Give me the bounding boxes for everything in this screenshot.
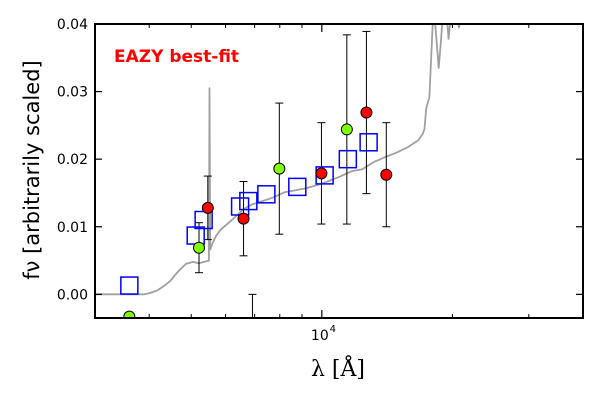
observed-point-7 (360, 106, 373, 119)
tick-layer: 0.00 0.01 0.02 0.03 0.04 10 4 (57, 17, 584, 344)
y-tick-label-0: 0.00 (57, 287, 88, 303)
template-flux-square-9 (359, 133, 378, 152)
y-tick-label-2: 0.02 (57, 152, 88, 168)
y-tick-label-1: 0.01 (57, 220, 88, 236)
y-axis-title: fν [arbitrarily scaled] (20, 60, 44, 279)
x-tick-label-0: 10 (311, 328, 329, 344)
plot-background (95, 24, 583, 318)
y-tick-label-3: 0.03 (57, 85, 88, 101)
x-tick-exponent-0: 4 (330, 324, 336, 335)
observed-point-5 (315, 167, 328, 180)
template-flux-square-4 (239, 191, 258, 211)
observed-point-6 (340, 123, 353, 136)
model-spectrum-line (95, 24, 461, 296)
observed-point-8 (380, 168, 393, 181)
x-axis-label: λ [Å] (311, 354, 365, 382)
y-tick-label-4: 0.04 (57, 17, 88, 33)
template-flux-square-0 (120, 276, 139, 295)
best-fit-annotation: EAZY best-fit (114, 47, 239, 67)
observed-point-2 (201, 201, 214, 214)
model-spectrum-layer (95, 24, 461, 296)
plot-frame (94, 23, 584, 319)
x-axis-title: λ [Å] (311, 354, 365, 382)
observed-point-4 (273, 162, 286, 175)
y-axis-label: fν [arbitrarily scaled] (20, 60, 44, 279)
observed-point-layer (123, 106, 393, 318)
template-flux-square-5 (257, 185, 276, 204)
template-flux-square-6 (288, 177, 307, 197)
plot-area: 0.00 0.01 0.02 0.03 0.04 10 4 (57, 17, 584, 344)
template-flux-square-8 (338, 149, 358, 169)
observed-point-1 (192, 241, 205, 254)
observed-point-3 (237, 212, 250, 225)
observed-point-0 (123, 310, 136, 318)
